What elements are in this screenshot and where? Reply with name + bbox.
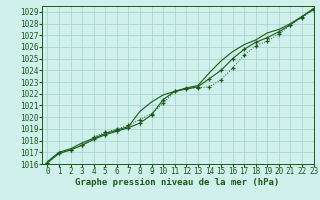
X-axis label: Graphe pression niveau de la mer (hPa): Graphe pression niveau de la mer (hPa): [76, 178, 280, 187]
